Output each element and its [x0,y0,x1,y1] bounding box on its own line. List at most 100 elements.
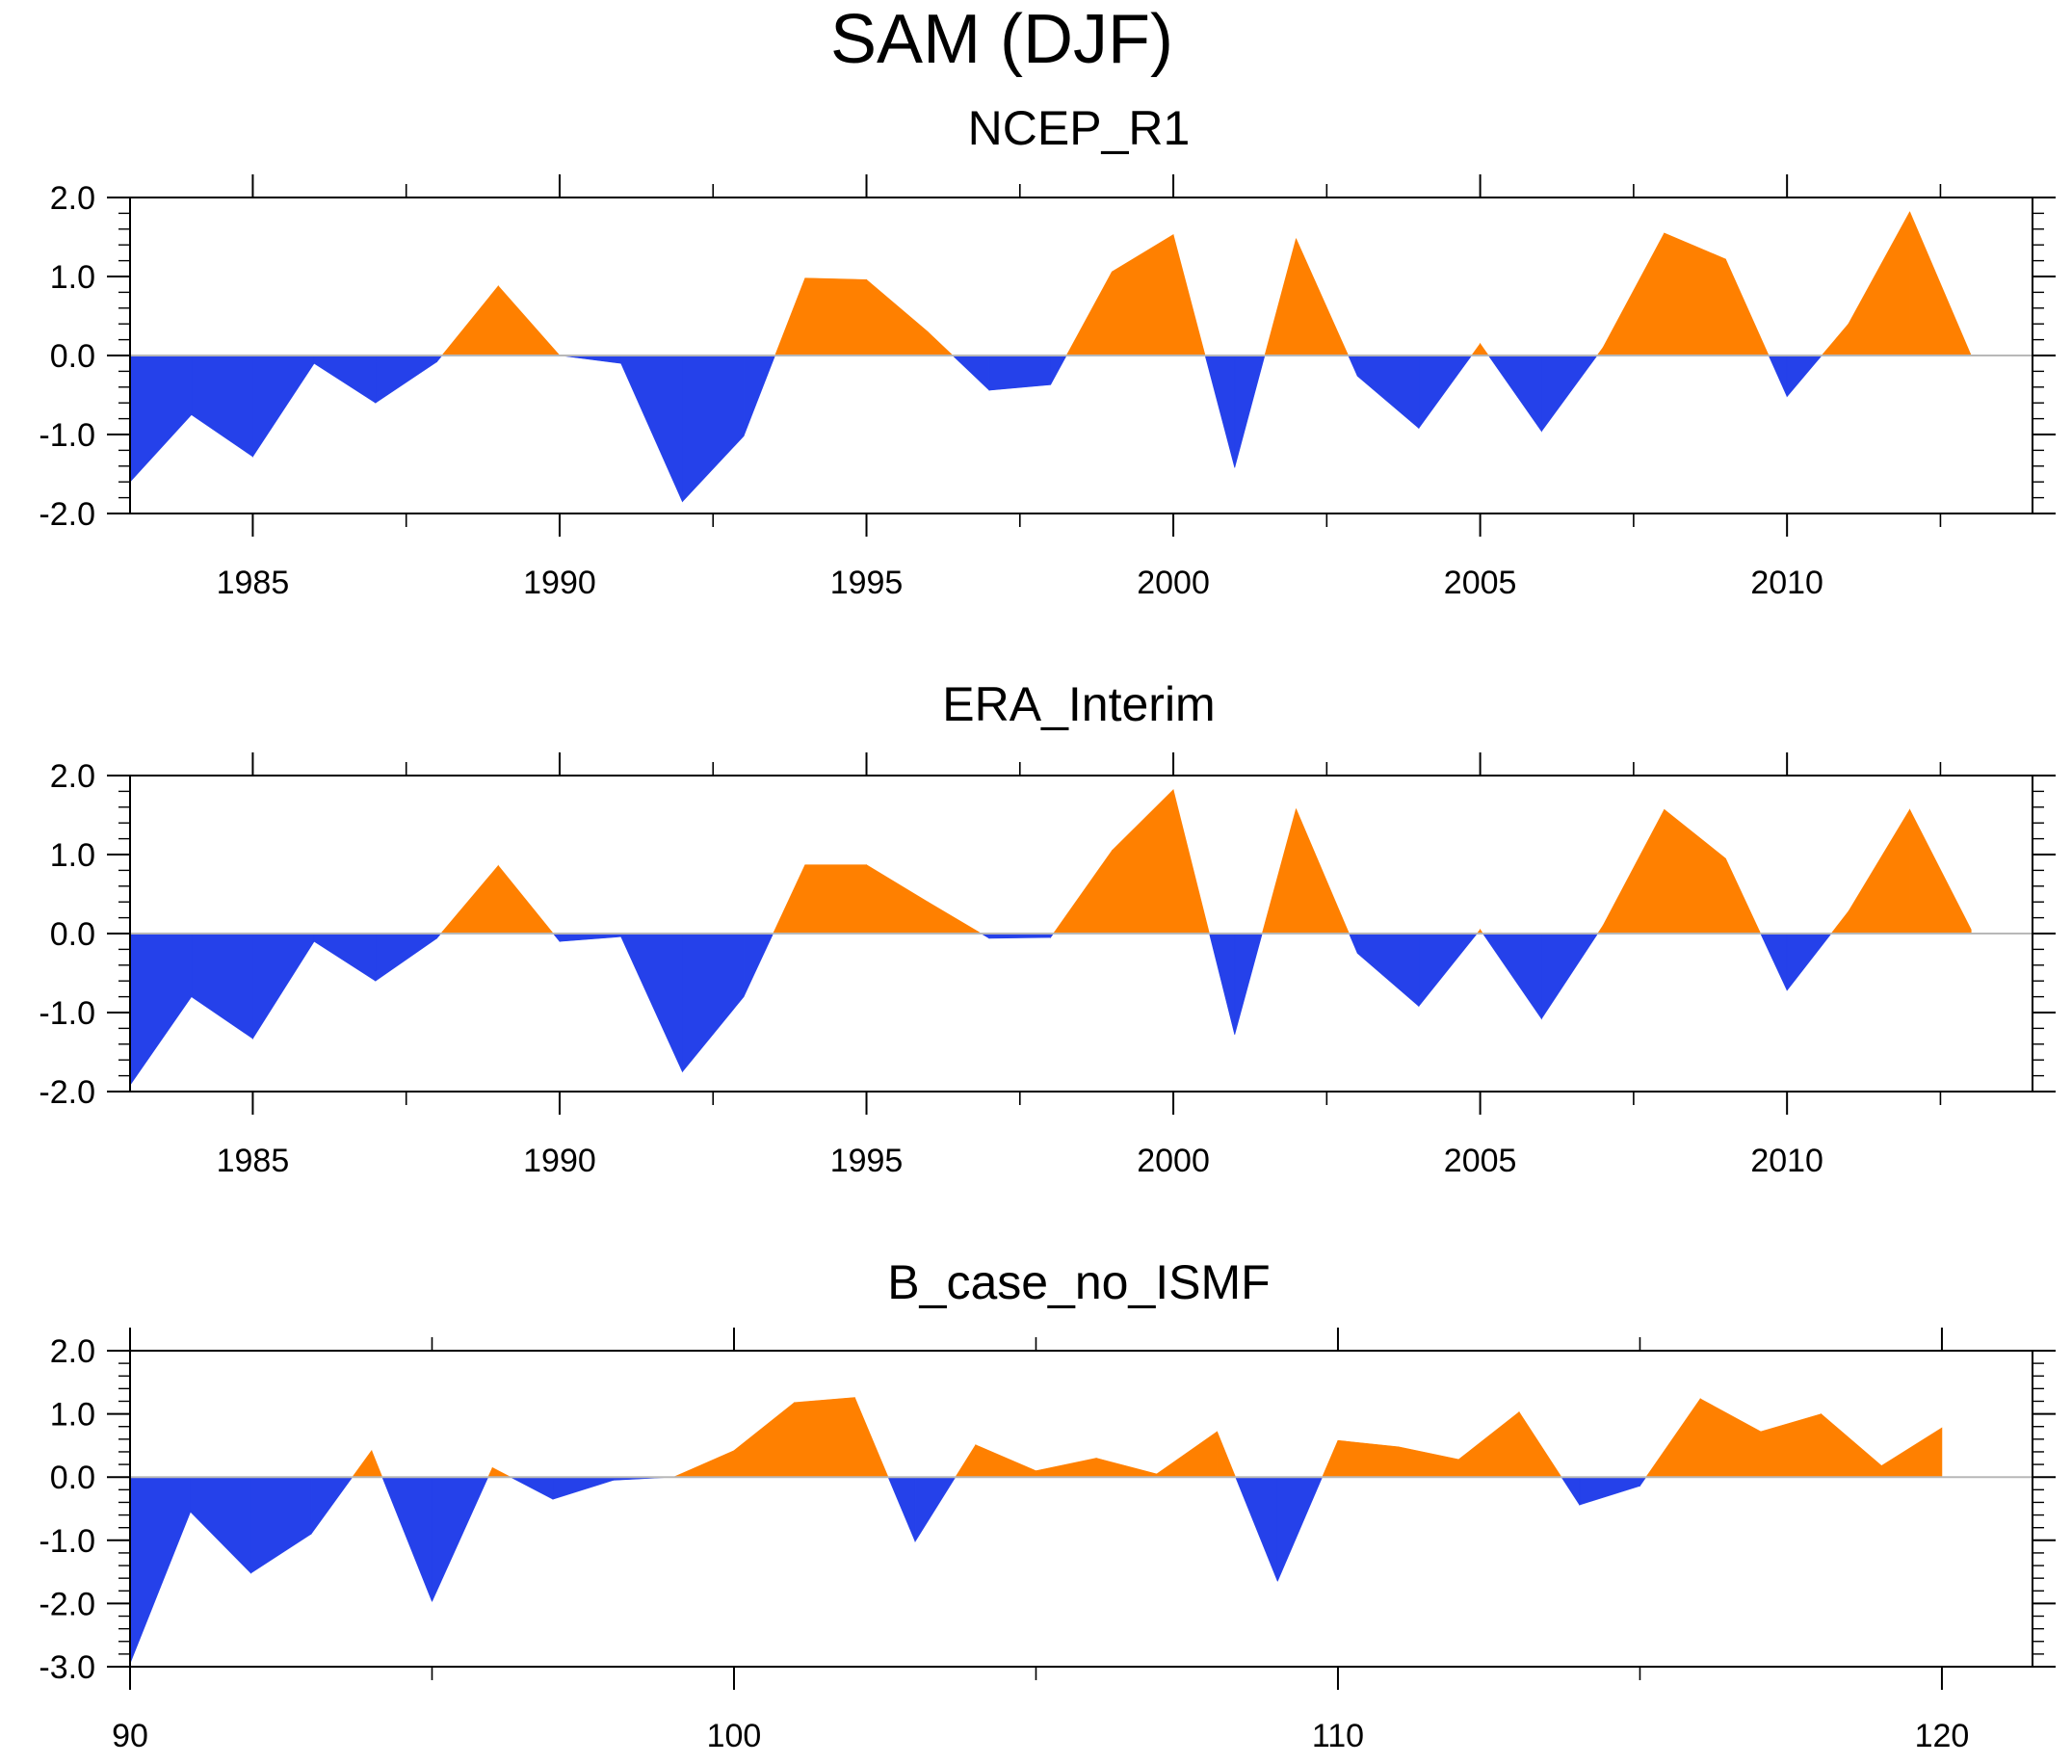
positive-area [440,864,499,935]
panel-era-interim: ERA_Interim 1985 1990 1995 2000 2005 2010 -2.0… [39,677,2056,1179]
positive-area [804,864,867,935]
y-tick-label: -1.0 [39,1523,95,1560]
negative-area [1276,1476,1324,1582]
negative-area [1050,355,1067,385]
positive-area [1848,211,1910,356]
positive-area [497,285,561,356]
negative-area [1579,1476,1640,1506]
x-tick-label: 1995 [830,1143,904,1179]
negative-area [1356,355,1420,430]
figure-title: SAM (DJF) [830,1,1173,78]
negative-area [988,355,1051,391]
negative-area [1356,933,1420,1008]
negative-area [1482,933,1542,1020]
negative-area [620,933,683,1072]
negative-area [743,933,774,997]
y-tick-label: 1.0 [50,259,95,296]
x-tick-label: 2000 [1137,565,1210,601]
y-tick-label: 1.0 [50,1397,95,1434]
negative-area [313,355,377,404]
negative-area [682,355,745,503]
negative-area [375,355,437,404]
x-tick-label: 2000 [1137,1143,1210,1179]
negative-area [1234,933,1263,1036]
positive-area [371,1450,383,1478]
negative-area [252,933,315,1040]
x-tick-label: 120 [1915,1718,1970,1754]
negative-area [129,1476,191,1664]
positive-area [804,277,867,356]
negative-area [1418,355,1473,430]
positive-area [1725,258,1770,356]
negative-area [252,355,315,458]
panel-ncep-r1: NCEP_R1 1985 1990 1995 2000 2005 2010 -2.0 -1.0… [39,101,2056,601]
y-tick-label: 0.0 [50,916,95,953]
positive-area [1830,910,1849,935]
positive-area [441,284,499,356]
x-tick-label: 100 [707,1718,762,1754]
positive-area [1217,1431,1237,1478]
positive-area [1337,1439,1399,1478]
negative-area [1234,355,1266,468]
positive-area [774,277,806,356]
y-tick-label: 1.0 [50,837,95,874]
positive-area [1880,1427,1943,1478]
axis-frame [129,1350,2033,1668]
positive-area [1296,808,1350,935]
negative-area [432,1476,489,1602]
positive-area [1909,809,1972,935]
panel-title: ERA_Interim [942,677,1215,731]
positive-area [1471,342,1481,356]
negative-area [1768,355,1788,397]
positive-area [1458,1411,1520,1478]
y-tick-label: 2.0 [50,758,95,795]
negative-area [682,933,745,1073]
x-tick-label: 1990 [523,565,596,601]
positive-area [491,1466,511,1478]
x-tick-label: 2005 [1444,1143,1517,1179]
panel-b-case-no-ismf: B_case_no_ISMF 90 100 110 120 -3.0 -2.0 -1.0 0.… [39,1255,2056,1754]
negative-area [552,933,561,943]
positive-area [1296,238,1350,356]
positive-area [1172,789,1210,935]
negative-area [914,1476,957,1543]
positive-area [866,278,929,356]
positive-area [1095,1458,1158,1478]
positive-area [955,1443,977,1478]
negative-area [1561,1476,1581,1507]
negative-area [952,355,990,391]
negative-area [1541,933,1599,1020]
positive-area [1065,271,1113,356]
positive-area [352,1449,373,1478]
positive-area [1645,1397,1701,1478]
y-tick-label: -1.0 [39,995,95,1032]
positive-area [794,1397,855,1478]
positive-area [1664,232,1726,356]
positive-area [1518,1410,1562,1478]
x-tick-label: 1995 [830,565,904,601]
negative-area [559,933,621,942]
positive-area [733,1402,795,1478]
negative-area [559,355,621,364]
x-tick-label: 2005 [1444,565,1517,601]
y-tick-label: -1.0 [39,417,95,454]
y-tick-label: -2.0 [39,496,95,533]
positive-area [927,330,954,356]
x-tick-label: 2010 [1750,565,1823,601]
positive-area [975,1444,1036,1478]
positive-area [1597,924,1604,935]
negative-area [313,933,377,982]
x-tick-label: 1985 [217,565,290,601]
negative-area [1639,1476,1647,1488]
positive-area [866,864,929,935]
positive-area [1172,234,1206,356]
positive-area [1909,211,1972,356]
positive-area [1596,346,1604,356]
negative-area [375,933,437,982]
y-tick-label: -3.0 [39,1649,95,1686]
negative-area [191,933,253,1040]
negative-area [129,933,193,1087]
positive-area [1848,808,1910,935]
negative-area [381,1476,433,1602]
